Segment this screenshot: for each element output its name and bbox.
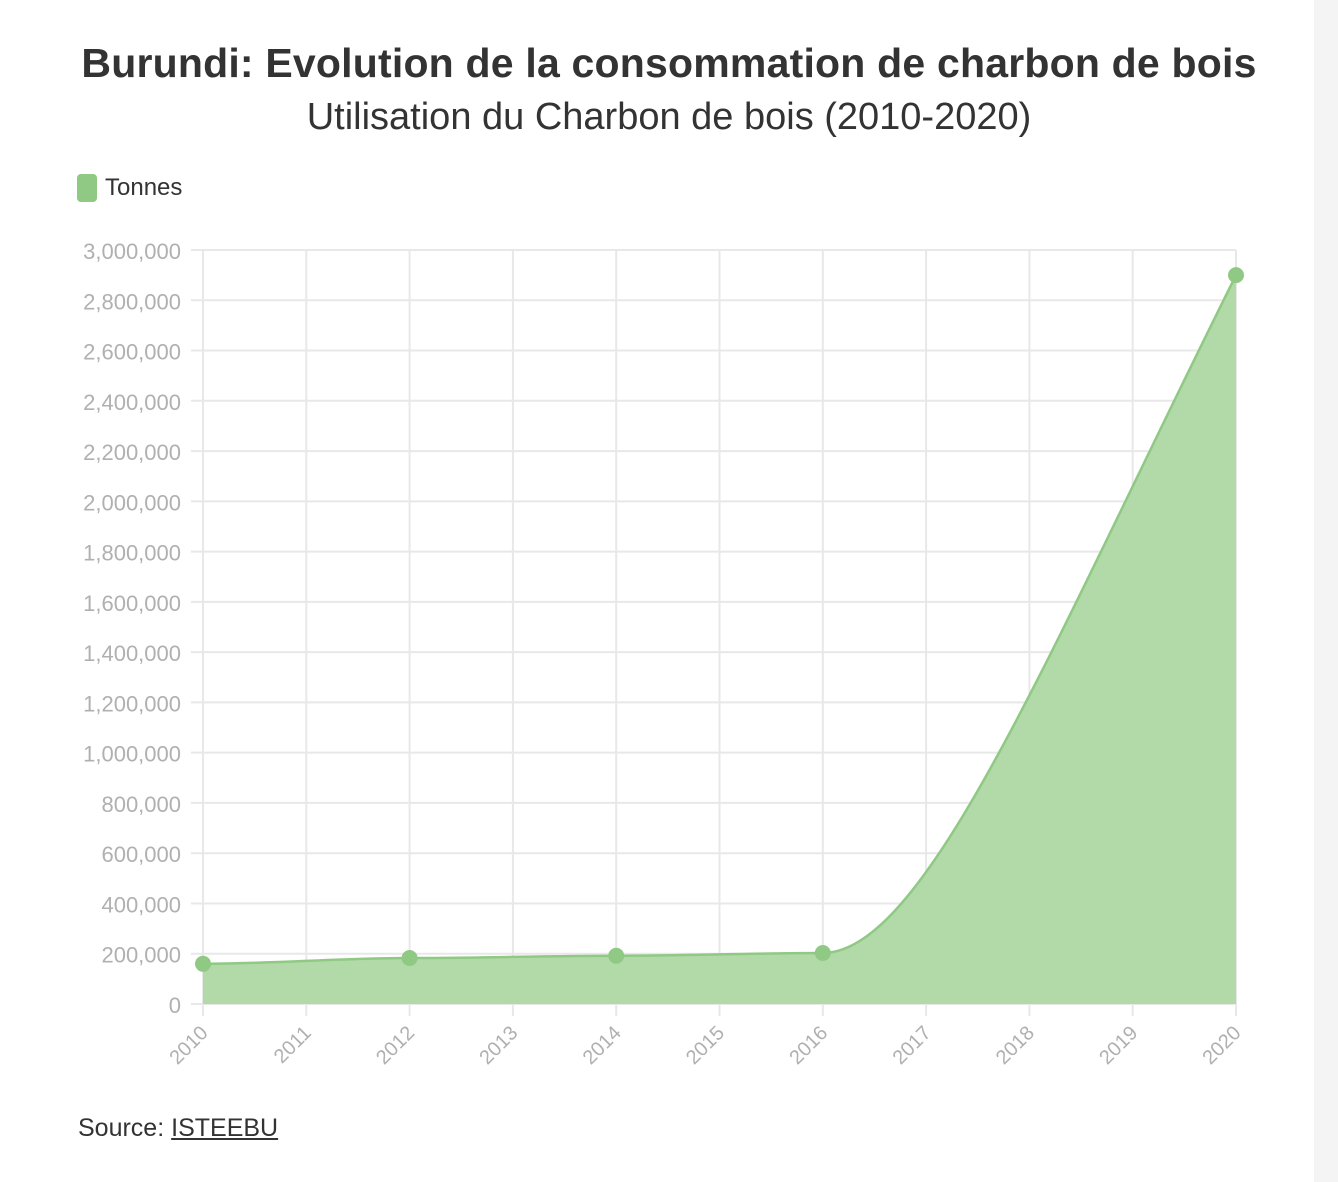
series-area-fill: [203, 275, 1236, 1005]
x-tick-label: 2012: [372, 1022, 419, 1069]
source-link[interactable]: ISTEEBU: [171, 1114, 279, 1142]
y-tick-label: 2,000,000: [83, 490, 181, 515]
y-tick-label: 2,800,000: [83, 289, 181, 314]
x-tick-label: 2013: [475, 1022, 522, 1069]
data-point: [1228, 267, 1244, 284]
area-series: [202, 274, 1238, 1005]
x-tick-label: 2017: [889, 1022, 936, 1069]
y-tick-label: 1,400,000: [83, 641, 181, 666]
data-point: [401, 950, 418, 967]
x-tick-label: 2011: [270, 1022, 316, 1068]
x-tick-label: 2014: [579, 1022, 626, 1069]
x-tick-label: 2010: [166, 1022, 213, 1069]
legend[interactable]: Tonnes: [77, 174, 182, 202]
x-tick-label: 2020: [1199, 1022, 1246, 1069]
data-points: [195, 267, 1244, 972]
y-tick-label: 1,200,000: [83, 691, 181, 716]
data-point: [195, 955, 211, 972]
y-tick-label: 1,000,000: [83, 742, 181, 767]
page-margin-strip: [1314, 0, 1338, 1182]
x-tick-label: 2019: [1095, 1022, 1142, 1069]
data-point: [608, 947, 625, 964]
x-tick-label: 2015: [682, 1022, 729, 1069]
data-point: [814, 944, 831, 961]
chart-title: Burundi: Evolution de la consommation de…: [81, 40, 1257, 86]
legend-swatch: [77, 174, 97, 202]
y-tick-label: 800,000: [101, 792, 181, 817]
y-tick-label: 3,000,000: [83, 239, 181, 264]
source-note: Source: ISTEEBU: [78, 1114, 278, 1143]
x-axis-ticks: 2010 2011 2012 2013 2014 2015 2016 2017 2018 2019…: [166, 1022, 1246, 1069]
series-line: [202, 274, 1238, 966]
y-tick-label: 200,000: [101, 943, 181, 968]
legend-label-tonnes: Tonnes: [105, 174, 183, 201]
y-tick-label: 2,200,000: [83, 440, 181, 465]
y-tick-label: 400,000: [101, 892, 181, 917]
y-axis-ticks: 0 200,000 400,000 600,000 800,000 1,000,000 1,…: [83, 239, 181, 1018]
chart-subtitle: Utilisation du Charbon de bois (2010-202…: [306, 96, 1032, 138]
y-tick-label: 1,800,000: [83, 541, 181, 566]
y-tick-label: 2,600,000: [83, 340, 181, 365]
source-label: Source:: [78, 1114, 165, 1142]
x-tick-label: 2018: [992, 1022, 1039, 1069]
y-tick-label: 2,400,000: [83, 390, 181, 415]
y-tick-label: 1,600,000: [83, 591, 181, 616]
y-tick-label: 0: [169, 993, 181, 1018]
y-tick-label: 600,000: [101, 842, 181, 867]
x-tick-label: 2016: [785, 1022, 832, 1069]
